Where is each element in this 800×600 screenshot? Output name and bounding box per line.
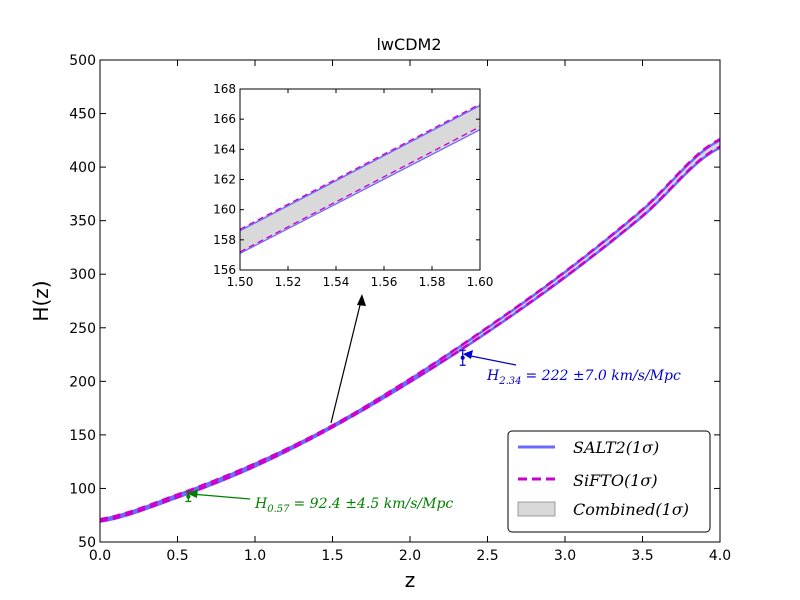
y-tick-label: 500 [69,53,96,69]
inset: 1.50 1.52 1.54 1.56 1.58 1.60 156 158 160 162 164… [213,82,493,289]
sifto-lower-line [99,145,721,523]
inset-band-area [240,104,480,254]
inset-salt2-upper [239,105,481,232]
x-tick-label: 1.5 [321,548,343,564]
x-axis-label: z [405,568,416,592]
inset-y-ticks: 156 158 160 162 164 166 168 [213,82,480,277]
legend-salt2-label: SALT2(1σ) [573,438,659,457]
inset-x-tick-label: 1.50 [227,275,254,289]
h057-label: H0.57 = 92.4 ±4.5 km/s/Mpc [254,496,453,515]
h234-rest: = 222 ±7.0 km/s/Mpc [525,368,680,384]
x-axis-ticks: 0.0 0.5 1.0 1.5 2.0 2.5 3.0 3.5 4.0 [89,60,731,564]
inset-y-tick-label: 158 [213,233,236,247]
x-tick-label: 3.5 [631,548,653,564]
inset-x-tick-label: 1.54 [323,275,350,289]
h057-sub: 0.57 [267,504,290,515]
y-tick-label: 100 [69,481,96,497]
legend-combined-swatch [517,501,556,517]
inset-y-tick-label: 164 [213,142,236,156]
inset-y-tick-label: 160 [213,203,236,217]
y-tick-label: 300 [69,267,96,283]
sifto-upper-line [99,138,721,521]
datapoint-1 [460,355,465,360]
inset-y-tick-label: 168 [213,82,236,96]
h234-label: H2.34 = 222 ±7.0 km/s/Mpc [486,368,681,387]
inset-salt2-lower [239,129,481,254]
inset-pointer-arrow [330,296,363,424]
h234-arrowhead [463,350,473,359]
y-axis-ticks: 50 100 150 200 250 300 350 400 450 500 [69,53,720,551]
y-tick-label: 350 [69,214,96,230]
inset-sifto-upper [239,103,481,230]
inset-x-tick-label: 1.52 [275,275,302,289]
x-tick-label: 3.0 [554,548,576,564]
inset-x-tick-label: 1.56 [371,275,398,289]
x-tick-label: 2.0 [399,548,421,564]
h057-rest: = 92.4 ±4.5 km/s/Mpc [293,496,453,512]
legend-box [507,430,711,533]
legend-sifto-label: SiFTO(1σ) [573,471,658,490]
h057-arrowhead [188,489,198,498]
inset-pointer-arrowhead [357,294,366,306]
datapoints [185,349,466,503]
legend: SALT2(1σ) SiFTO(1σ) Combined(1σ) [507,430,711,533]
inset-x-ticks: 1.50 1.52 1.54 1.56 1.58 1.60 [227,89,494,289]
inset-x-tick-label: 1.60 [467,275,494,289]
chart-title: lwCDM2 [376,35,441,54]
x-tick-label: 4.0 [709,548,731,564]
inset-lines [239,103,481,254]
legend-combined-label: Combined(1σ) [573,500,689,519]
x-tick-label: 0.5 [166,548,188,564]
annotation-arrows [188,294,517,500]
y-tick-label: 400 [69,160,96,176]
inset-y-tick-label: 156 [213,263,236,277]
inset-x-tick-label: 1.58 [419,275,446,289]
inset-y-tick-label: 166 [213,112,236,126]
x-tick-label: 1.0 [244,548,266,564]
h234-arrow [465,354,517,366]
y-tick-label: 450 [69,107,96,123]
datapoint-0 [186,494,191,499]
x-tick-label: 2.5 [476,548,498,564]
inset-y-tick-label: 162 [213,173,236,187]
h234-sub: 2.34 [498,376,521,387]
y-tick-label: 150 [69,428,96,444]
inset-band [240,104,480,254]
y-tick-label: 50 [78,535,96,551]
inset-sifto-lower [239,126,481,253]
x-tick-label: 0.0 [89,548,111,564]
series-lines [99,138,721,523]
y-axis-label: H(z) [29,280,53,321]
y-tick-label: 200 [69,374,96,390]
y-tick-label: 250 [69,321,96,337]
h057-arrow [190,493,251,500]
